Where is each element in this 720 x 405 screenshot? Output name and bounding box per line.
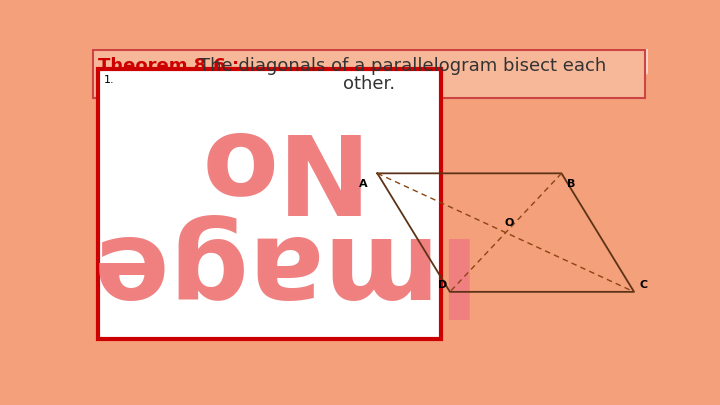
Text: No: No: [181, 111, 351, 217]
Text: other.: other.: [343, 75, 395, 94]
Circle shape: [595, 44, 657, 78]
Bar: [98, 69, 441, 339]
Text: D: D: [438, 280, 447, 290]
Text: The diagonals of a parallelogram bisect each: The diagonals of a parallelogram bisect …: [199, 57, 606, 75]
Text: A: A: [359, 179, 367, 189]
Text: B: B: [567, 179, 575, 189]
FancyBboxPatch shape: [93, 50, 645, 98]
Text: 1.: 1.: [104, 75, 114, 85]
Text: Image: Image: [72, 213, 459, 320]
Text: C: C: [639, 280, 647, 290]
Text: Theorem 8.6 :: Theorem 8.6 :: [99, 57, 246, 75]
Text: O: O: [504, 218, 513, 228]
